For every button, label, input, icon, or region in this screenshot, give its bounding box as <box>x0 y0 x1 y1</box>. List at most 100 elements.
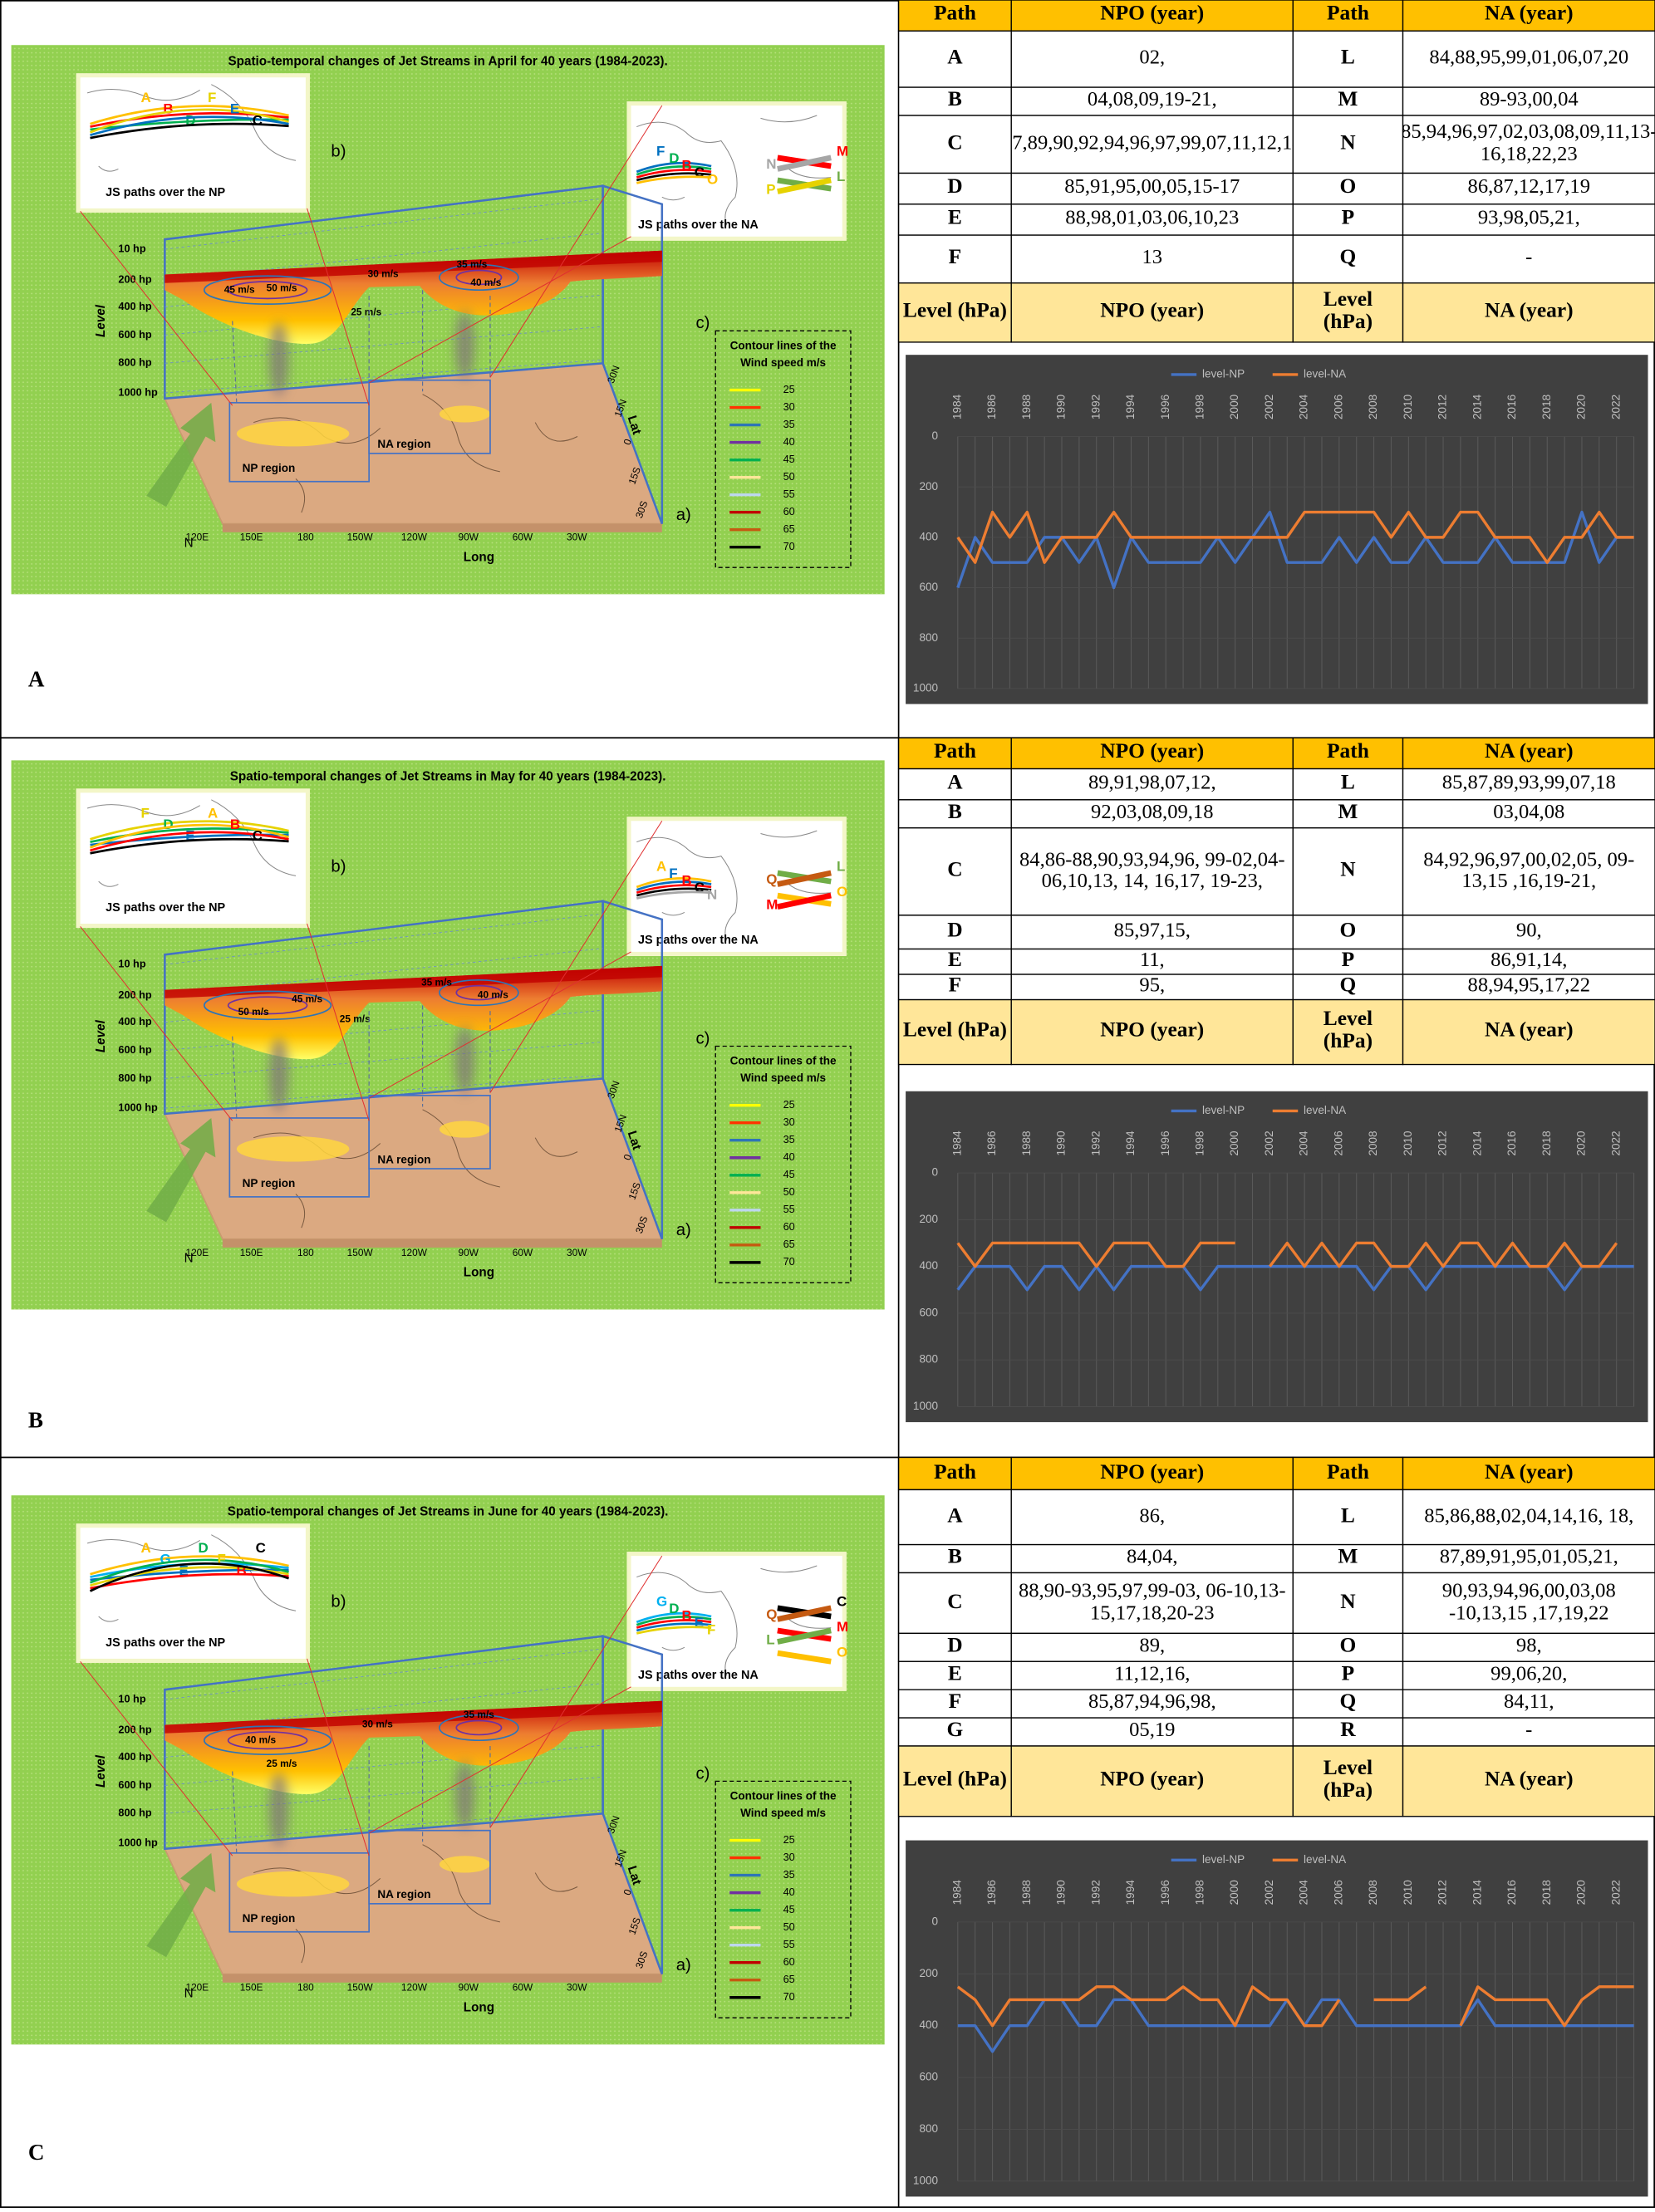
legend-label: 35 <box>783 418 795 430</box>
x-tick-label: 1986 <box>985 1131 998 1155</box>
level-label: 400 hp <box>118 1015 151 1028</box>
table-cell-text: 03,04,08 <box>1493 802 1565 825</box>
x-tick-label: 2002 <box>1263 1131 1275 1155</box>
speed-label: 25 m/s <box>340 1013 371 1024</box>
x-tick-label: 1994 <box>1124 1880 1137 1905</box>
path-letter: L <box>766 1631 774 1647</box>
table-cell <box>1010 86 1294 116</box>
table-cell <box>1292 1745 1404 1817</box>
table-cell-content: M <box>1338 1547 1358 1569</box>
table-cell-content: M <box>1338 802 1358 824</box>
table-cell-text: NA (year) <box>1484 740 1574 763</box>
y-tick-label: 400 <box>919 530 938 542</box>
jet-path <box>636 887 712 897</box>
table-cell <box>1010 915 1294 950</box>
smoke-column <box>268 1773 289 1847</box>
link-line <box>489 821 663 1093</box>
path-letter: D <box>199 1540 209 1556</box>
table-cell <box>1010 1632 1294 1662</box>
jet-path <box>636 165 712 176</box>
table-cell <box>897 1632 1012 1662</box>
contour <box>439 1714 519 1742</box>
speed-label: 25 m/s <box>351 306 381 317</box>
lat-tick: 30N <box>605 1814 622 1835</box>
lat-tick: 15N <box>612 398 630 419</box>
table-cell <box>897 1745 1012 1817</box>
jet-path <box>636 877 712 889</box>
table-cell-text: 04,08,09,19-21, <box>1087 89 1217 112</box>
long-tick: 150E <box>240 1982 263 1994</box>
table-cell-content: 11,12,16, <box>1114 1664 1190 1685</box>
legend-label: 35 <box>783 1868 795 1881</box>
speed-label: 50 m/s <box>267 282 297 294</box>
table-cell-text: Path <box>1326 1460 1369 1484</box>
lat-tick: 30S <box>633 1950 650 1970</box>
long-tick: 150W <box>347 532 374 543</box>
x-tick-label: 2008 <box>1367 1131 1379 1155</box>
level-grid <box>165 326 603 364</box>
legend-label: 25 <box>783 383 795 395</box>
table-cell-text: Path <box>1326 2 1369 26</box>
table-cell <box>1292 1572 1404 1635</box>
table-cell-content: 98, <box>1516 1636 1542 1657</box>
legend-label: 50 <box>783 1185 795 1198</box>
smoke-column <box>268 1037 289 1111</box>
table-cell-content: NPO (year) <box>1100 741 1204 763</box>
table-cell-content: 11, <box>1140 950 1165 972</box>
long-tick: 60W <box>513 532 533 543</box>
table-cell-content: Path <box>1326 2 1369 26</box>
speed-label: 35 m/s <box>421 976 452 988</box>
jet-path <box>636 1611 712 1624</box>
legend-title: Contour lines of the <box>730 1055 837 1067</box>
table-cell-content: E <box>948 949 962 972</box>
legend-label: 60 <box>783 1955 795 1968</box>
table-cell-text: Level (hPa) <box>1323 1008 1373 1053</box>
jet-path <box>636 1616 712 1626</box>
y-tick-label: 200 <box>919 1967 938 1979</box>
table-cell-content: NPO (year) <box>1100 3 1204 26</box>
series-line <box>956 1241 1618 1268</box>
legend-label: 25 <box>783 1098 795 1111</box>
x-tick-label: 2022 <box>1609 1880 1622 1905</box>
path-letter: E <box>695 1615 704 1631</box>
series-line <box>956 1264 1634 1292</box>
x-tick-label: 1990 <box>1055 1131 1068 1155</box>
coastline <box>86 84 297 172</box>
table-cell-content: Path <box>934 1461 976 1484</box>
table-cell-text: A <box>947 1504 963 1528</box>
table-cell-text: 95, <box>1139 974 1166 998</box>
inset-np <box>80 792 306 925</box>
table-cell <box>897 1717 1012 1747</box>
legend-title: Contour lines of the <box>730 340 837 352</box>
link-line <box>307 1658 370 1856</box>
table-cell-content: 89,91,98,07,12, <box>1088 772 1216 794</box>
np-core <box>236 1135 350 1162</box>
table-cell-content: NPO (year) <box>1100 1769 1204 1792</box>
north-arrow <box>146 402 216 508</box>
coastline <box>636 115 832 226</box>
path-letter: A <box>141 90 151 105</box>
x-tick-label: 1998 <box>1194 1880 1206 1905</box>
legend-label: 70 <box>783 540 795 552</box>
path-letter: B <box>682 873 692 889</box>
table-cell-text: B <box>947 1546 962 1569</box>
x-tick-label: 1996 <box>1159 1131 1171 1155</box>
jet-path <box>636 161 712 174</box>
table-cell-content: C <box>947 1591 962 1613</box>
inset-np <box>80 77 306 208</box>
floor-label: a) <box>676 506 691 524</box>
table-cell-content: Q <box>1340 974 1357 997</box>
table-cell-content: 84,88,95,99,01,06,07,20 <box>1429 47 1628 69</box>
na-region <box>368 1094 491 1170</box>
legend-label: 25 <box>783 1833 795 1846</box>
table-cell-text: Path <box>1326 740 1369 763</box>
legend-title: Wind speed m/s <box>740 1072 826 1084</box>
long-tick: 150W <box>347 1247 374 1258</box>
table-cell-content: NA (year) <box>1485 1769 1574 1792</box>
table-cell-text: 84,04, <box>1127 1546 1178 1570</box>
legend-label: level-NP <box>1202 1853 1245 1866</box>
contour <box>203 275 332 306</box>
table-cell-content: 84,04, <box>1127 1546 1178 1570</box>
lat-tick: 30S <box>633 499 650 520</box>
level-grid <box>165 1041 603 1079</box>
